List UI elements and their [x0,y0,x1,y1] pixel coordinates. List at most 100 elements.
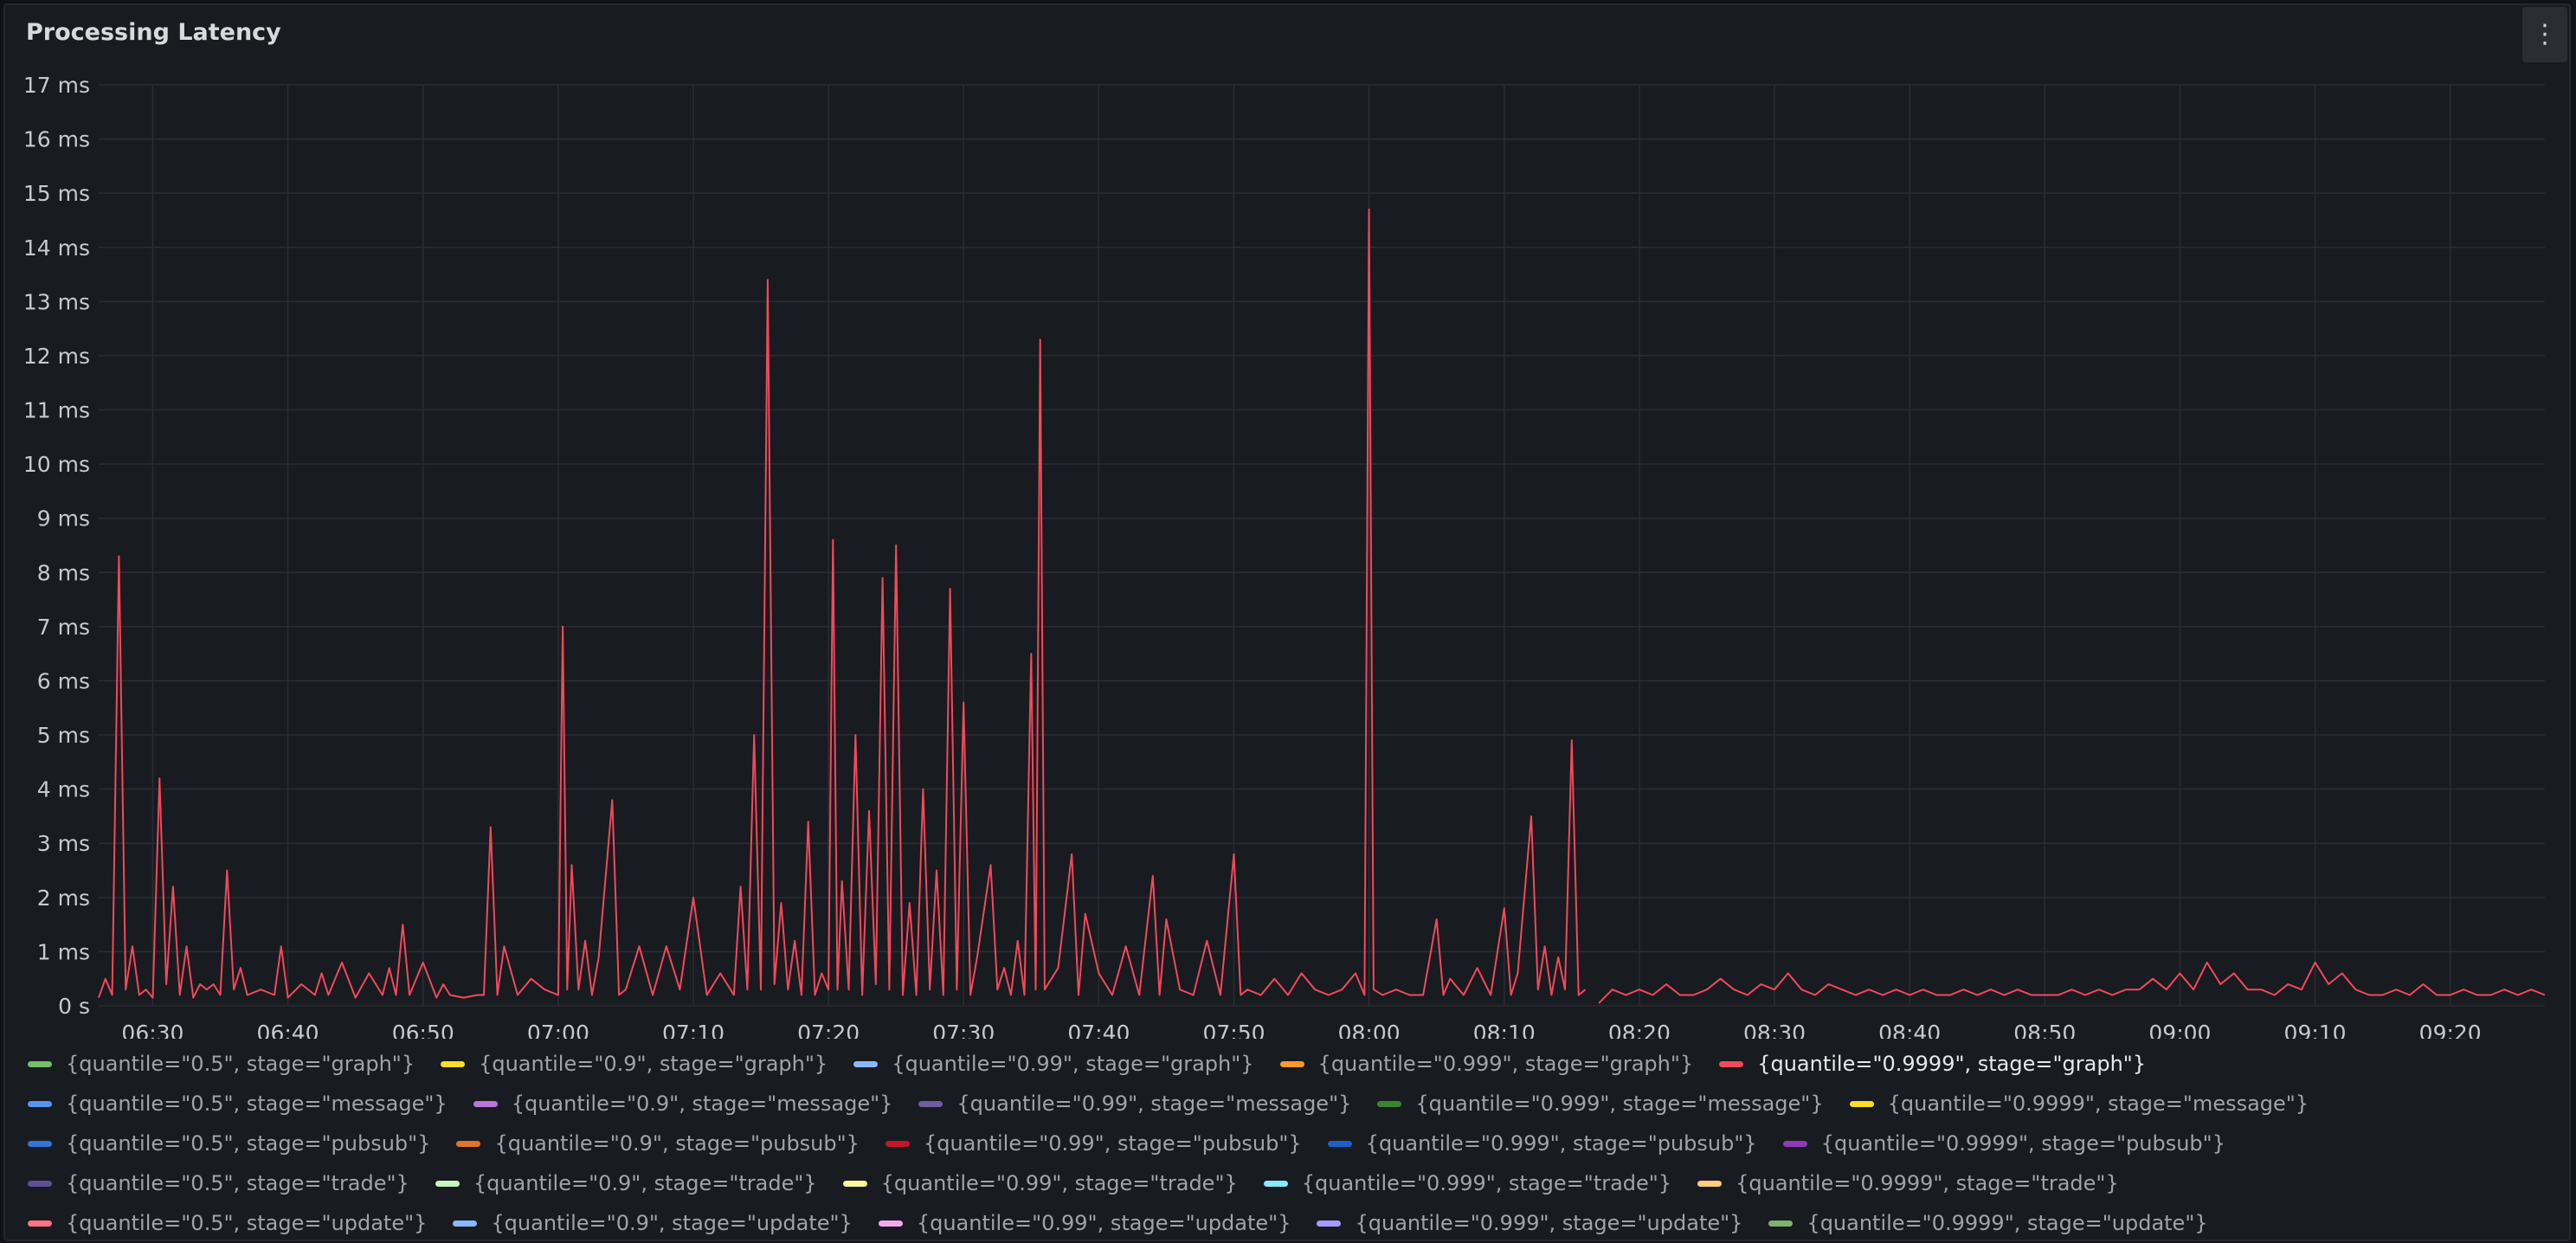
legend-label: {quantile="0.5", stage="update"} [66,1211,428,1235]
legend-item[interactable]: {quantile="0.999", stage="trade"} [1263,1169,1672,1198]
legend-label: {quantile="0.5", stage="pubsub"} [66,1131,431,1156]
legend-swatch [28,1140,52,1147]
y-tick-label: 10 ms [23,452,90,477]
legend-swatch [28,1220,52,1227]
panel-menu-button[interactable]: ⋮ [2522,7,2567,62]
x-tick-label: 08:20 [1608,1021,1671,1039]
x-tick-label: 06:40 [257,1021,319,1039]
y-axis: 0 s 1 ms 2 ms 3 ms 4 ms 5 ms 6 ms 7 ms 8 ms 9 ms 1… [23,73,90,1019]
legend-item[interactable]: {quantile="0.5", stage="message"} [28,1089,448,1118]
legend-swatch [453,1220,478,1227]
x-tick-label: 08:00 [1338,1021,1401,1039]
legend-item[interactable]: {quantile="0.9999", stage="message"} [1849,1089,2309,1118]
legend-item[interactable]: {quantile="0.9999", stage="pubsub"} [1782,1129,2225,1158]
series-line[interactable] [98,209,2546,1004]
legend-swatch [1782,1140,1807,1147]
legend-label: {quantile="0.999", stage="graph"} [1317,1052,1694,1076]
legend-swatch [1279,1060,1304,1067]
legend-item[interactable]: {quantile="0.9", stage="pubsub"} [456,1129,860,1158]
legend-label: {quantile="0.9999", stage="update"} [1806,1211,2208,1235]
legend-item[interactable]: {quantile="0.999", stage="graph"} [1279,1049,1694,1079]
chart-grid [99,84,2545,1007]
legend-label: {quantile="0.999", stage="message"} [1415,1092,1824,1116]
y-tick-label: 0 s [58,994,90,1019]
legend-swatch [878,1220,903,1227]
legend-item[interactable]: {quantile="0.999", stage="update"} [1317,1208,1742,1238]
legend-item[interactable]: {quantile="0.999", stage="pubsub"} [1327,1129,1757,1158]
y-tick-label: 15 ms [23,181,90,206]
x-tick-label: 07:20 [797,1021,860,1039]
legend-swatch [1263,1180,1288,1187]
legend-label: {quantile="0.999", stage="pubsub"} [1365,1131,1757,1156]
legend-item[interactable]: {quantile="0.5", stage="update"} [28,1208,427,1238]
legend-item[interactable]: {quantile="0.99", stage="message"} [918,1089,1351,1118]
legend-item[interactable]: {quantile="0.99", stage="update"} [878,1208,1291,1238]
x-tick-label: 08:50 [2013,1021,2076,1039]
legend-item[interactable]: {quantile="0.999", stage="message"} [1377,1089,1824,1118]
legend-swatch [28,1180,52,1187]
legend-label: {quantile="0.99", stage="trade"} [880,1171,1238,1195]
y-tick-label: 7 ms [37,615,90,640]
legend-swatch [28,1100,52,1107]
y-tick-label: 14 ms [23,235,90,261]
legend-item[interactable]: {quantile="0.5", stage="trade"} [28,1169,409,1198]
legend-label: {quantile="0.5", stage="message"} [66,1092,448,1116]
legend-label: {quantile="0.999", stage="update"} [1355,1211,1743,1235]
legend-label: {quantile="0.999", stage="trade"} [1301,1171,1672,1195]
legend-swatch [1849,1100,1874,1107]
x-tick-label: 09:00 [2148,1021,2211,1039]
x-tick-label: 07:50 [1202,1021,1265,1039]
legend-label: {quantile="0.99", stage="graph"} [892,1052,1254,1076]
legend-item[interactable]: {quantile="0.5", stage="pubsub"} [28,1129,430,1158]
legend-item[interactable]: {quantile="0.9999", stage="update"} [1768,1208,2208,1238]
legend-swatch [1768,1220,1794,1227]
legend-label: {quantile="0.9", stage="update"} [491,1211,853,1235]
legend-swatch [1377,1100,1402,1107]
legend-swatch [1697,1180,1723,1187]
legend-label: {quantile="0.99", stage="pubsub"} [923,1131,1302,1156]
legend-swatch [885,1140,910,1147]
legend-swatch [1327,1140,1352,1147]
legend-label: {quantile="0.9999", stage="graph"} [1757,1052,2147,1076]
legend-item[interactable]: {quantile="0.99", stage="pubsub"} [885,1129,1302,1158]
y-tick-label: 17 ms [23,73,90,98]
legend-item[interactable]: {quantile="0.9999", stage="trade"} [1697,1169,2119,1198]
legend-item[interactable]: {quantile="0.9", stage="trade"} [435,1169,817,1198]
y-tick-label: 16 ms [23,127,90,152]
y-tick-label: 3 ms [37,831,90,856]
legend-swatch [441,1060,466,1067]
legend-swatch [456,1140,481,1147]
legend-item[interactable]: {quantile="0.5", stage="graph"} [28,1049,415,1079]
legend-label: {quantile="0.9", stage="trade"} [473,1171,817,1195]
y-tick-label: 12 ms [23,344,90,369]
panel-title: Processing Latency [26,19,281,46]
legend-item[interactable]: {quantile="0.99", stage="trade"} [842,1169,1238,1198]
legend-item[interactable]: {quantile="0.9999", stage="graph"} [1719,1049,2146,1079]
y-tick-label: 1 ms [37,939,90,964]
legend-swatch [853,1060,879,1067]
series-layer [98,209,2546,1004]
legend-swatch [1719,1060,1744,1067]
y-tick-label: 6 ms [37,668,90,693]
x-axis: 06:30 06:40 06:50 07:00 07:10 07:20 07:30 07:40… [121,1021,2481,1039]
legend-label: {quantile="0.9999", stage="pubsub"} [1820,1131,2225,1156]
latency-chart[interactable]: 0 s 1 ms 2 ms 3 ms 4 ms 5 ms 6 ms 7 ms 8 ms 9 ms 1… [0,0,2576,1039]
kebab-menu-icon: ⋮ [2532,19,2558,49]
chart-legend: {quantile="0.5", stage="graph"} {quantile… [28,1049,2538,1238]
y-tick-label: 9 ms [37,506,90,531]
legend-swatch [473,1100,498,1107]
legend-item[interactable]: {quantile="0.9", stage="update"} [453,1208,853,1238]
legend-item[interactable]: {quantile="0.9", stage="message"} [473,1089,892,1118]
chart-panel: Processing Latency ⋮ [3,3,2571,1241]
y-tick-label: 13 ms [23,289,90,314]
y-tick-label: 4 ms [37,777,90,802]
legend-swatch [842,1180,867,1187]
legend-label: {quantile="0.5", stage="trade"} [66,1171,409,1195]
x-tick-label: 08:40 [1878,1021,1941,1039]
legend-swatch [28,1060,52,1067]
x-tick-label: 07:30 [932,1021,995,1039]
legend-label: {quantile="0.99", stage="update"} [916,1211,1291,1235]
legend-item[interactable]: {quantile="0.99", stage="graph"} [853,1049,1254,1079]
legend-item[interactable]: {quantile="0.9", stage="graph"} [441,1049,828,1079]
legend-label: {quantile="0.9999", stage="message"} [1887,1092,2309,1116]
